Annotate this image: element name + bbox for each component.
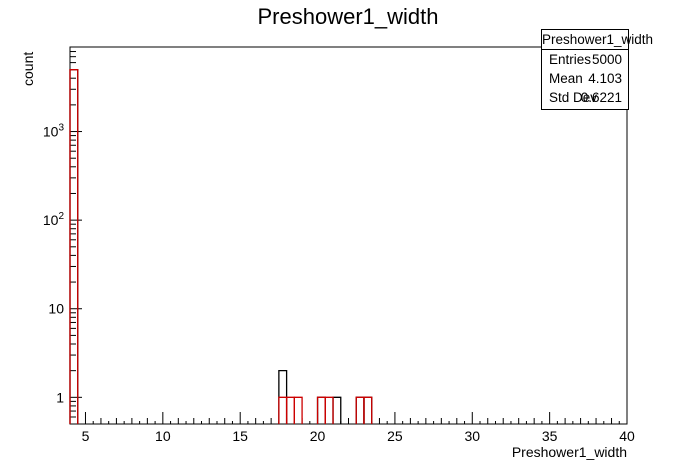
histogram-bin <box>355 396 365 424</box>
histogram-bin <box>316 396 326 424</box>
x-tick-label: 35 <box>542 428 558 444</box>
histogram-bin <box>69 69 79 424</box>
x-tick-label: 30 <box>464 428 480 444</box>
histogram-bin <box>332 396 342 424</box>
histogram-bin <box>355 396 365 424</box>
y-tick-label: 10 <box>48 301 64 317</box>
y-axis-label: count <box>20 52 36 86</box>
x-tick-label: 25 <box>387 428 403 444</box>
chart-title: Preshower1_width <box>257 4 439 29</box>
y-tick-label: 1 <box>56 389 64 405</box>
x-tick-label: 10 <box>155 428 171 444</box>
x-tick-label: 5 <box>82 428 90 444</box>
stats-entries-label: Entries <box>549 52 592 67</box>
histogram-bin <box>293 396 303 424</box>
histogram-bin <box>363 396 373 424</box>
y-tick-label: 102 <box>43 211 65 228</box>
stats-title: Preshower1_width <box>542 30 653 50</box>
y-tick-label: 103 <box>43 123 65 140</box>
x-axis-label: Preshower1_width <box>512 444 627 460</box>
stats-box: Preshower1_width Entries 5000 Mean 4.103… <box>541 29 653 110</box>
stats-stddev-label: Std Dev <box>549 90 598 105</box>
stats-entries-row: Entries 5000 <box>542 50 628 69</box>
histogram-bin <box>363 396 373 424</box>
x-tick-label: 15 <box>232 428 248 444</box>
x-tick-label: 40 <box>619 428 635 444</box>
stats-mean-row: Mean 4.103 <box>542 69 628 88</box>
histogram-bin <box>316 396 326 424</box>
histogram-bin <box>285 396 295 424</box>
histogram-bin <box>324 396 334 424</box>
stats-stddev-value: 0.6221 <box>580 90 622 105</box>
stats-entries-value: 5000 <box>591 52 622 67</box>
histogram-bin <box>278 396 288 424</box>
stats-stddev-row: Std Dev 0.6221 <box>542 88 628 107</box>
stats-mean-label: Mean <box>549 71 583 86</box>
stats-mean-value: 4.103 <box>588 71 622 86</box>
tick-labels: 5 10 15 20 25 30 35 40 1 10 102 103 <box>43 123 635 444</box>
histogram-bars <box>69 69 373 424</box>
x-tick-label: 20 <box>310 428 326 444</box>
